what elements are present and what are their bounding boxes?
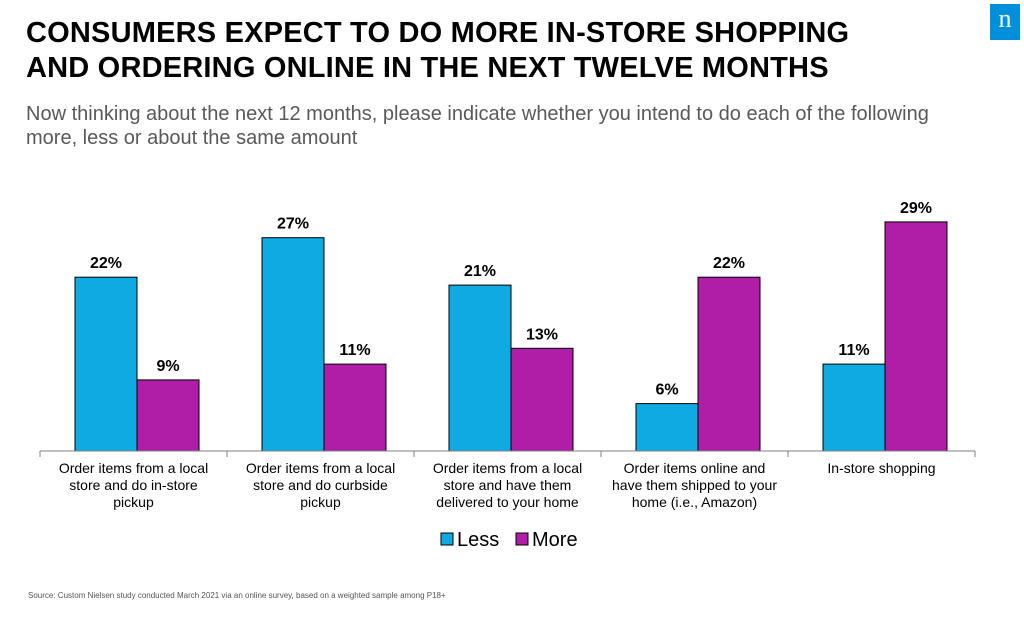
category-label-5: In-store shopping: [827, 460, 935, 476]
category-label-line: pickup: [113, 494, 154, 510]
data-label-more-4: 22%: [713, 255, 745, 272]
category-label-line: store and do in-store: [69, 477, 198, 493]
bar-less-5: [822, 363, 886, 452]
data-label-less-3: 21%: [464, 263, 496, 280]
category-label-line: delivered to your home: [436, 494, 579, 510]
category-label-line: store and have them: [444, 477, 572, 493]
data-label-more-1: 9%: [156, 358, 179, 375]
data-label-less-1: 22%: [90, 255, 122, 272]
chart-title: CONSUMERS EXPECT TO DO MORE IN-STORE SHO…: [26, 16, 946, 86]
bar-more-4: [697, 276, 761, 452]
bar-more-3: [510, 347, 574, 452]
category-label-line: store and do curbside: [253, 477, 388, 493]
bar-more-5: [884, 221, 948, 452]
category-label-4: Order items online and have them shipped …: [612, 460, 777, 510]
data-label-less-5: 11%: [838, 342, 869, 359]
category-label-line: have them shipped to your: [612, 477, 777, 493]
category-label-line: pickup: [300, 494, 341, 510]
category-label-line: Order items from a local: [246, 460, 395, 476]
category-label-3: Order items from a local store and have t…: [433, 460, 582, 510]
bar-less-3: [448, 284, 512, 452]
nielsen-logo: n: [990, 4, 1020, 40]
bar-more-1: [136, 379, 200, 452]
legend-swatch-less: [440, 532, 454, 546]
category-label-line: Order items from a local: [433, 460, 582, 476]
data-label-more-5: 29%: [900, 200, 932, 217]
bar-more-2: [323, 363, 387, 452]
legend-label-less: Less: [457, 529, 499, 551]
legend-label-more: More: [532, 529, 578, 551]
category-label-2: Order items from a local store and do cur…: [246, 460, 395, 510]
bar-less-2: [261, 237, 325, 452]
source-note: Source: Custom Nielsen study conducted M…: [28, 591, 446, 600]
chart-title-line-2: AND ORDERING ONLINE IN THE NEXT TWELVE M…: [26, 52, 829, 84]
category-label-line: Order items from a local: [59, 460, 208, 476]
nielsen-logo-letter: n: [998, 4, 1012, 33]
chart-subtitle: Now thinking about the next 12 months, p…: [26, 103, 929, 149]
category-label-1: Order items from a local store and do in-…: [59, 460, 208, 510]
category-label-line: In-store shopping: [827, 460, 935, 476]
data-label-less-2: 27%: [277, 216, 309, 233]
data-label-less-4: 6%: [655, 382, 678, 399]
legend-swatch-more: [515, 532, 529, 546]
chart-title-line-1: CONSUMERS EXPECT TO DO MORE IN-STORE SHO…: [26, 17, 850, 49]
data-label-more-2: 11%: [339, 342, 370, 359]
category-label-line: home (i.e., Amazon): [632, 494, 757, 510]
bar-less-1: [74, 276, 138, 452]
bar-less-4: [635, 403, 699, 452]
category-label-line: Order items online and: [624, 460, 766, 476]
data-label-more-3: 13%: [526, 326, 558, 343]
